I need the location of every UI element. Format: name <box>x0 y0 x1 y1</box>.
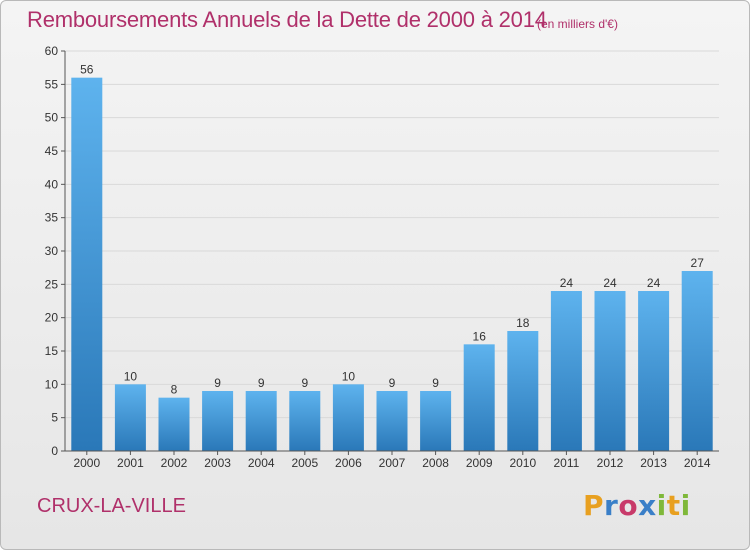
x-tick-label: 2002 <box>161 456 188 470</box>
x-tick-label: 2003 <box>204 456 231 470</box>
y-tick-label: 5 <box>51 411 58 425</box>
commune-name: CRUX-LA-VILLE <box>37 495 186 517</box>
bar-value-label: 9 <box>432 376 439 390</box>
bar <box>463 344 495 451</box>
bar <box>289 391 321 451</box>
y-tick-label: 20 <box>45 311 59 325</box>
bar <box>594 291 626 451</box>
x-tick-label: 2014 <box>684 456 711 470</box>
y-tick-label: 30 <box>45 244 59 258</box>
y-tick-label: 60 <box>45 44 59 58</box>
x-tick-label: 2007 <box>379 456 406 470</box>
x-tick-label: 2013 <box>640 456 667 470</box>
y-tick-label: 40 <box>45 177 59 191</box>
bar-value-label: 27 <box>691 256 705 270</box>
bar <box>638 291 670 451</box>
bar <box>202 391 234 451</box>
bar <box>114 384 146 451</box>
bar-value-label: 10 <box>124 369 138 383</box>
bar-value-label: 24 <box>603 276 617 290</box>
x-tick-label: 2001 <box>117 456 144 470</box>
bar <box>376 391 408 451</box>
bar-value-label: 16 <box>473 329 487 343</box>
y-tick-label: 0 <box>51 444 58 458</box>
bar-value-label: 8 <box>171 383 178 397</box>
bar-value-label: 24 <box>647 276 661 290</box>
x-tick-label: 2009 <box>466 456 493 470</box>
bar-value-label: 10 <box>342 369 356 383</box>
bar <box>158 397 190 451</box>
bar-value-label: 9 <box>214 376 221 390</box>
bar <box>681 271 713 451</box>
bar-value-label: 24 <box>560 276 574 290</box>
bar <box>507 331 539 451</box>
proxiti-logo: Proxiti <box>583 489 691 522</box>
x-tick-label: 2004 <box>248 456 275 470</box>
bar <box>71 77 103 452</box>
x-tick-label: 2008 <box>422 456 449 470</box>
y-tick-label: 35 <box>45 211 59 225</box>
y-tick-label: 50 <box>45 111 59 125</box>
y-tick-label: 10 <box>45 377 59 391</box>
x-tick-label: 2000 <box>73 456 100 470</box>
chart-title: Remboursements Annuels de la Dette de 20… <box>27 7 547 32</box>
y-tick-label: 45 <box>45 144 59 158</box>
x-tick-label: 2010 <box>509 456 536 470</box>
bar <box>245 391 277 451</box>
bar-chart: 56 10 8 9 9 9 10 9 9 16 18 24 24 24 27 0 5 10 15 20 25 30 35 4… <box>45 44 719 470</box>
bar-value-label: 18 <box>516 316 530 330</box>
x-tick-label: 2012 <box>597 456 624 470</box>
x-tick-label: 2006 <box>335 456 362 470</box>
chart-unit-label: (en milliers d'€) <box>537 17 618 31</box>
y-tick-label: 15 <box>45 344 59 358</box>
bar <box>550 291 582 451</box>
y-tick-label: 55 <box>45 77 59 91</box>
bar <box>332 384 364 451</box>
bar-value-label: 9 <box>301 376 308 390</box>
y-tick-label: 25 <box>45 277 59 291</box>
bar-value-label: 56 <box>80 63 94 77</box>
bar <box>420 391 452 451</box>
bar-value-label: 9 <box>258 376 265 390</box>
bar-value-label: 9 <box>389 376 396 390</box>
x-tick-label: 2011 <box>553 456 579 470</box>
x-tick-label: 2005 <box>291 456 318 470</box>
